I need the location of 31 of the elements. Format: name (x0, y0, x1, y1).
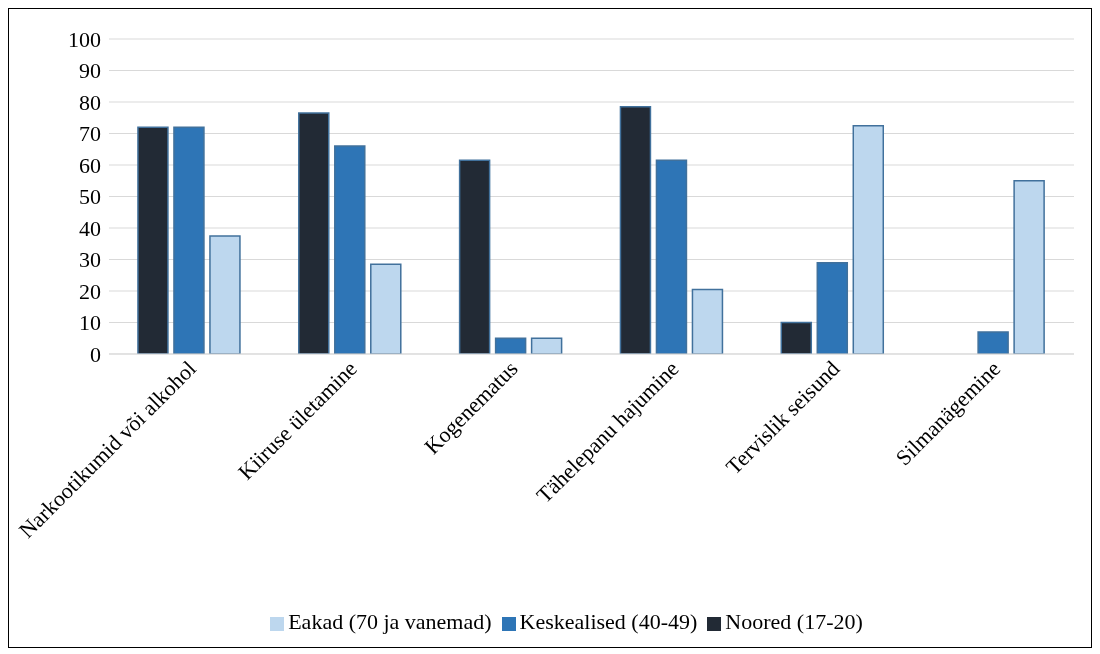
bar (780, 321, 813, 354)
y-tick-label: 50 (79, 184, 101, 210)
bar (619, 105, 652, 354)
y-tick-label: 80 (79, 89, 101, 115)
legend-label: Eakad (70 ja vanemad) (288, 609, 492, 634)
y-tick-label: 100 (68, 26, 101, 52)
bar (137, 126, 169, 354)
bar (816, 261, 849, 354)
y-tick-label: 40 (79, 215, 101, 241)
y-tick-label: 30 (79, 247, 101, 273)
y-tick-label: 20 (79, 278, 101, 304)
y-tick-label: 90 (79, 58, 101, 84)
bar (530, 337, 563, 354)
bar (298, 112, 330, 354)
bar (334, 145, 366, 354)
y-tick-label: 70 (79, 121, 101, 147)
bar (209, 235, 241, 354)
legend-label: Noored (17-20) (725, 609, 863, 634)
bar (370, 263, 402, 354)
bar (852, 124, 885, 354)
bar (655, 159, 688, 354)
bar (458, 159, 491, 354)
bar (977, 331, 1009, 354)
bar (173, 126, 205, 354)
y-tick-label: 10 (79, 310, 101, 336)
y-tick-label: 60 (79, 152, 101, 178)
bar (494, 337, 527, 354)
bar (1013, 180, 1045, 354)
y-tick-label: 0 (90, 341, 101, 367)
bar (691, 288, 724, 354)
legend-label: Keskealised (40-49) (519, 609, 698, 634)
